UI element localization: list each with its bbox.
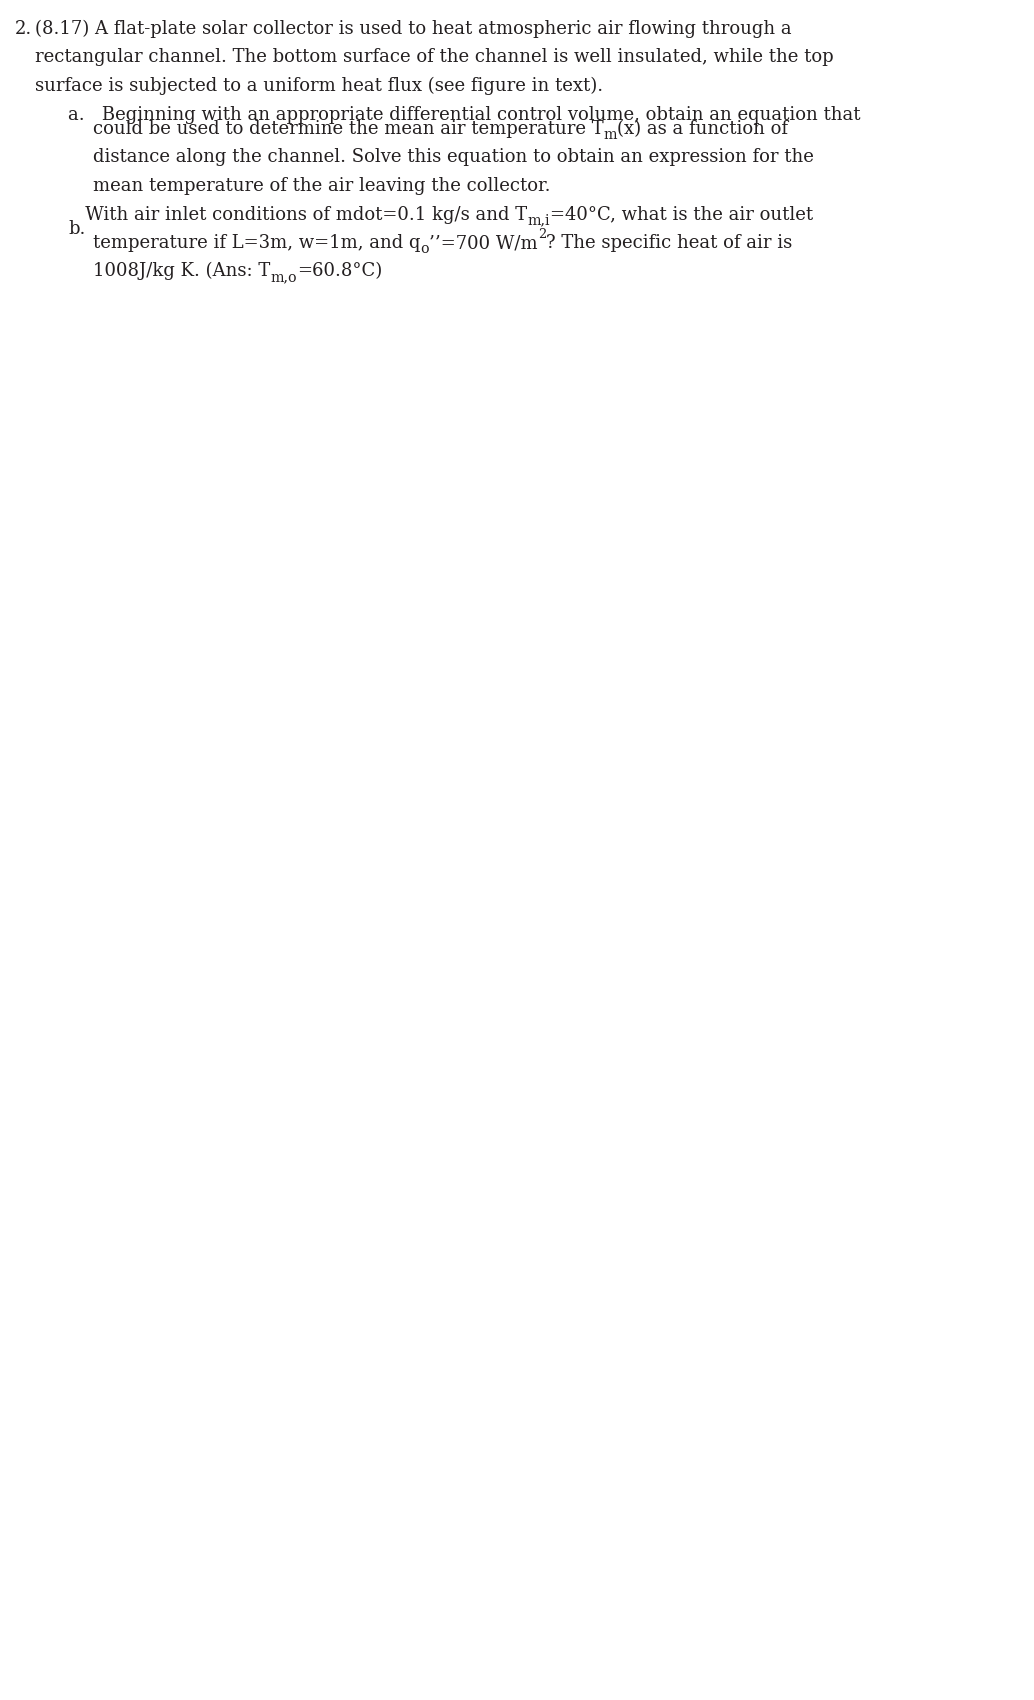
Text: =60.8°C): =60.8°C)	[297, 262, 383, 280]
Text: (x) as a function of: (x) as a function of	[617, 121, 788, 138]
Text: =40°C, what is the air outlet: =40°C, what is the air outlet	[550, 206, 813, 223]
Text: 2.: 2.	[16, 20, 32, 37]
Text: (8.17) A flat-plate solar collector is used to heat atmospheric air flowing thro: (8.17) A flat-plate solar collector is u…	[35, 20, 792, 39]
Text: o: o	[421, 241, 429, 257]
Text: ? The specific heat of air is: ? The specific heat of air is	[546, 235, 792, 252]
Text: 2: 2	[538, 228, 546, 241]
Text: rectangular channel. The bottom surface of the channel is well insulated, while : rectangular channel. The bottom surface …	[35, 49, 833, 66]
Text: ’’=700 W/m: ’’=700 W/m	[429, 235, 538, 252]
Text: m,i: m,i	[527, 214, 550, 228]
Text: b.: b.	[68, 219, 86, 238]
Text: temperature if L=3m, w=1m, and q: temperature if L=3m, w=1m, and q	[93, 235, 421, 252]
Text: m,o: m,o	[270, 270, 297, 284]
Text: m: m	[604, 128, 617, 143]
Text: distance along the channel. Solve this equation to obtain an expression for the: distance along the channel. Solve this e…	[93, 148, 814, 167]
Text: could be used to determine the mean air temperature T: could be used to determine the mean air …	[93, 121, 604, 138]
Text: a.   Beginning with an appropriate differential control volume, obtain an equati: a. Beginning with an appropriate differe…	[68, 105, 860, 124]
Text: mean temperature of the air leaving the collector.: mean temperature of the air leaving the …	[93, 177, 550, 196]
Text: surface is subjected to a uniform heat flux (see figure in text).: surface is subjected to a uniform heat f…	[35, 76, 603, 95]
Text: With air inlet conditions of mdot=0.1 kg/s and T: With air inlet conditions of mdot=0.1 kg…	[68, 206, 527, 223]
Text: 1008J/kg K. (Ans: T: 1008J/kg K. (Ans: T	[93, 262, 270, 280]
